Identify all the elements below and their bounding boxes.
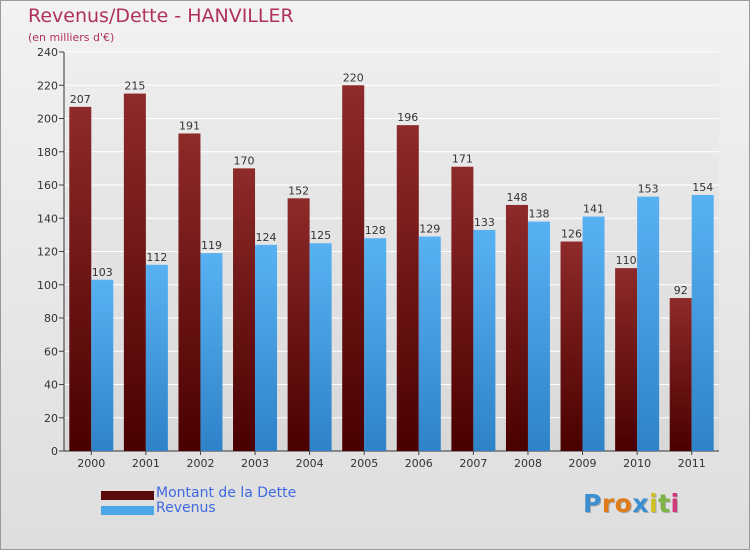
bar-revenus bbox=[91, 279, 114, 451]
y-tick-label: 120 bbox=[37, 246, 58, 259]
data-label-dette: 220 bbox=[343, 71, 364, 84]
x-tick-label: 2008 bbox=[514, 457, 542, 470]
legend-label-revenus: Revenus bbox=[156, 500, 216, 516]
bar-dette bbox=[396, 125, 419, 452]
x-tick-label: 2009 bbox=[569, 457, 597, 470]
y-tick-label: 240 bbox=[37, 46, 58, 59]
data-label-revenus: 119 bbox=[201, 239, 222, 252]
bar-revenus bbox=[145, 264, 168, 451]
bar-revenus bbox=[691, 194, 714, 451]
logo-letter: x bbox=[632, 489, 649, 518]
x-tick-label: 2002 bbox=[186, 457, 214, 470]
y-tick-label: 220 bbox=[37, 79, 58, 92]
data-label-revenus: 138 bbox=[528, 208, 549, 221]
data-label-revenus: 154 bbox=[692, 181, 713, 194]
data-label-dette: 170 bbox=[234, 154, 255, 167]
y-tick-label: 160 bbox=[37, 179, 58, 192]
data-label-dette: 215 bbox=[124, 80, 145, 93]
data-label-dette: 92 bbox=[674, 284, 688, 297]
data-label-revenus: 103 bbox=[92, 266, 113, 279]
data-label-dette: 148 bbox=[506, 191, 527, 204]
x-tick-label: 2006 bbox=[405, 457, 433, 470]
data-label-dette: 110 bbox=[616, 254, 637, 267]
logo-letter: P bbox=[583, 489, 602, 518]
bar-dette bbox=[505, 204, 528, 451]
x-tick-label: 2003 bbox=[241, 457, 269, 470]
bar-dette bbox=[178, 133, 201, 451]
legend-label-dette: Montant de la Dette bbox=[156, 485, 297, 501]
y-tick-label: 20 bbox=[44, 412, 58, 425]
data-label-dette: 152 bbox=[288, 184, 309, 197]
x-tick-label: 2007 bbox=[459, 457, 487, 470]
x-tick-label: 2010 bbox=[623, 457, 651, 470]
logo-letter: t bbox=[658, 489, 671, 518]
x-tick-label: 2001 bbox=[132, 457, 160, 470]
bar-revenus bbox=[200, 253, 223, 451]
y-tick-label: 140 bbox=[37, 212, 58, 225]
bar-dette bbox=[233, 168, 256, 451]
data-label-revenus: 141 bbox=[583, 203, 604, 216]
data-label-revenus: 129 bbox=[419, 223, 440, 236]
bar-revenus bbox=[364, 238, 387, 451]
bar-revenus bbox=[637, 196, 660, 451]
logo-letter: r bbox=[601, 489, 615, 518]
data-label-dette: 191 bbox=[179, 119, 200, 132]
proxiti-logo: Proxiti bbox=[583, 489, 680, 518]
chart-subtitle: (en milliers d'€) bbox=[28, 31, 115, 44]
y-tick-label: 0 bbox=[51, 445, 58, 458]
x-tick-label: 2005 bbox=[350, 457, 378, 470]
chart-title: Revenus/Dette - HANVILLER bbox=[28, 5, 294, 27]
x-tick-label: 2000 bbox=[77, 457, 105, 470]
legend-swatch-dette bbox=[101, 491, 154, 500]
data-label-dette: 207 bbox=[70, 93, 91, 106]
bar-dette bbox=[560, 241, 583, 451]
data-label-revenus: 125 bbox=[310, 229, 331, 242]
bar-dette bbox=[669, 298, 692, 451]
bar-revenus bbox=[309, 243, 332, 451]
y-tick-label: 180 bbox=[37, 146, 58, 159]
bar-revenus bbox=[418, 236, 441, 451]
bar-revenus bbox=[473, 229, 496, 451]
bar-dette bbox=[451, 166, 474, 451]
y-tick-label: 200 bbox=[37, 113, 58, 126]
bar-dette bbox=[123, 93, 146, 451]
data-label-revenus: 153 bbox=[638, 183, 659, 196]
legend-swatch-revenus bbox=[101, 506, 154, 515]
bar-dette bbox=[615, 268, 638, 451]
logo-letter: o bbox=[614, 489, 633, 518]
data-label-revenus: 112 bbox=[146, 251, 167, 264]
y-tick-label: 60 bbox=[44, 345, 58, 358]
bar-revenus bbox=[255, 244, 278, 451]
x-tick-label: 2004 bbox=[296, 457, 324, 470]
data-label-revenus: 124 bbox=[256, 231, 277, 244]
bar-dette bbox=[287, 198, 310, 451]
y-tick-label: 40 bbox=[44, 379, 58, 392]
x-tick-label: 2011 bbox=[678, 457, 706, 470]
data-label-dette: 171 bbox=[452, 153, 473, 166]
y-tick-label: 80 bbox=[44, 312, 58, 325]
bar-revenus bbox=[527, 221, 550, 451]
data-label-dette: 126 bbox=[561, 228, 582, 241]
data-label-revenus: 133 bbox=[474, 216, 495, 229]
data-label-dette: 196 bbox=[397, 111, 418, 124]
bar-dette bbox=[69, 106, 92, 452]
logo-letter: i bbox=[649, 489, 659, 518]
y-tick-label: 100 bbox=[37, 279, 58, 292]
bar-dette bbox=[342, 85, 365, 451]
data-label-revenus: 128 bbox=[365, 224, 386, 237]
logo-letter: i bbox=[670, 489, 680, 518]
bar-revenus bbox=[582, 216, 605, 451]
